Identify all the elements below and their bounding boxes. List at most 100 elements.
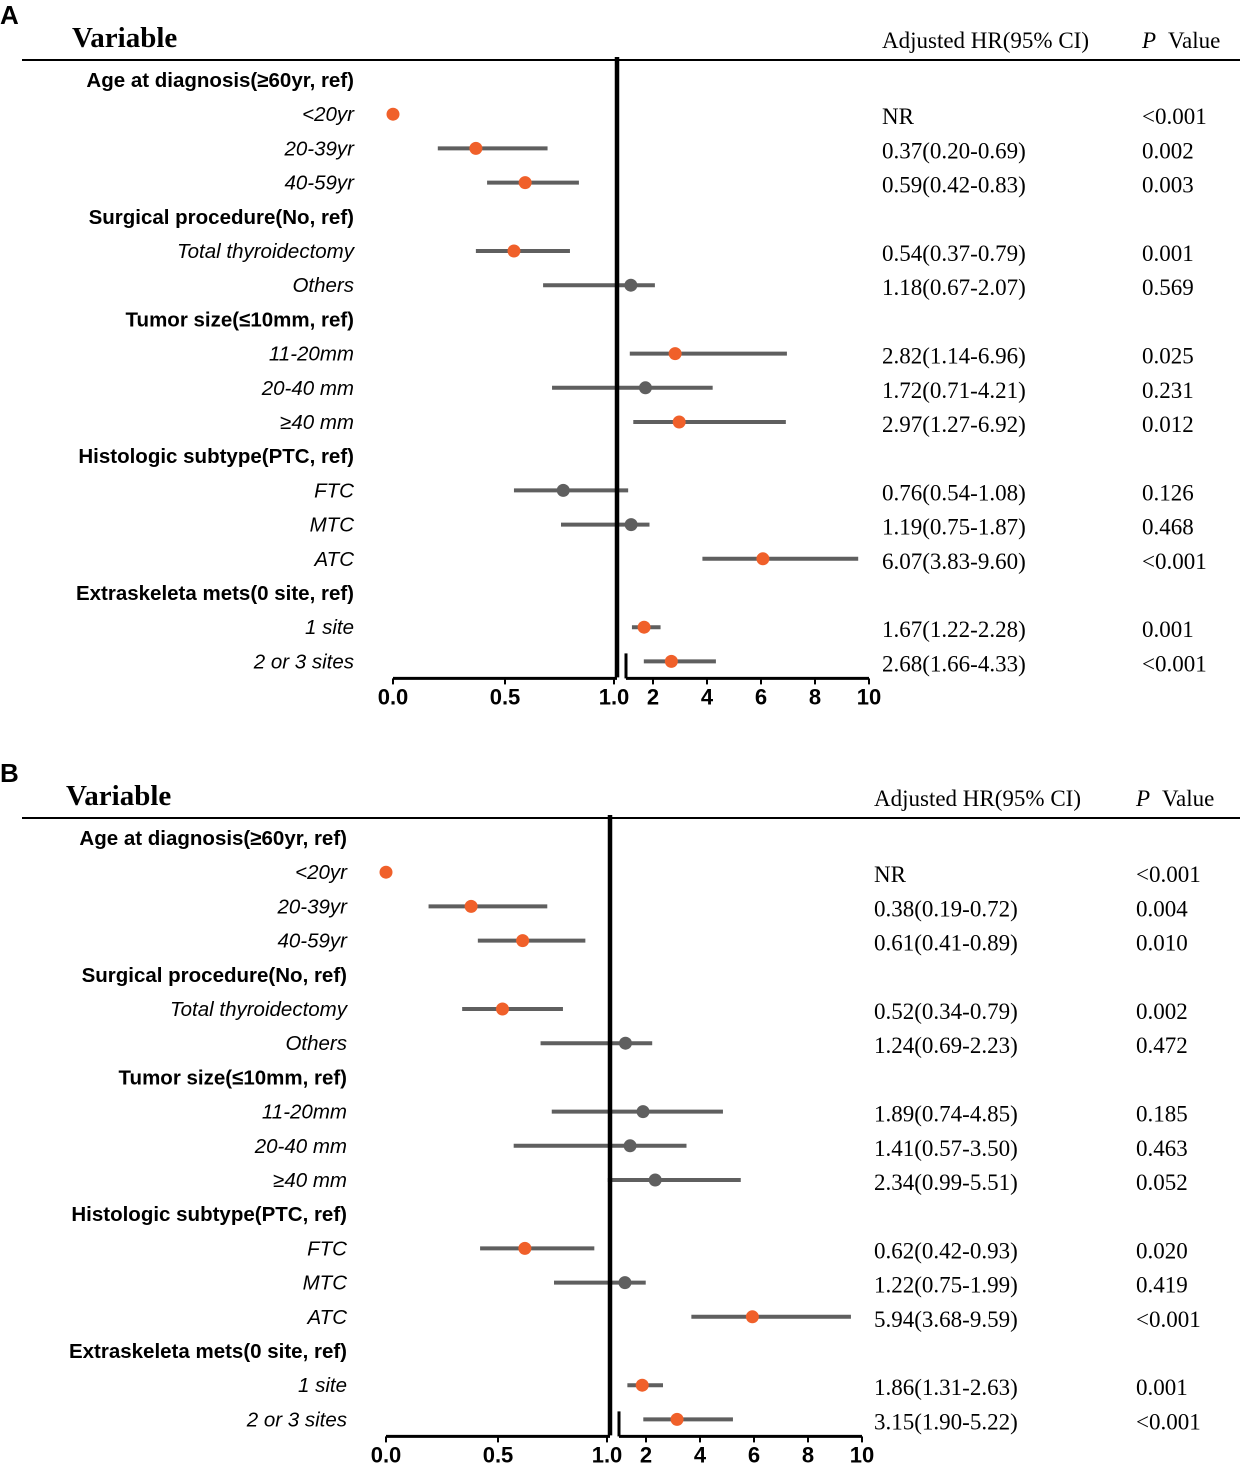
x-tick-label: 2 — [647, 684, 659, 709]
row-label: <20yr — [302, 103, 355, 126]
hr-point — [469, 141, 483, 155]
hr-point — [623, 1139, 637, 1153]
p-value: 0.052 — [1136, 1170, 1188, 1195]
hr-value: 1.18(0.67-2.07) — [882, 275, 1026, 300]
x-tick-label: 1.0 — [599, 684, 630, 709]
row-label: 40-59yr — [277, 930, 348, 953]
panel-letter: A — [0, 0, 19, 30]
hr-value: 6.07(3.83-9.60) — [882, 549, 1026, 574]
p-value: <0.001 — [1142, 549, 1207, 574]
p-value: 0.012 — [1142, 412, 1194, 437]
hr-value: 2.34(0.99-5.51) — [874, 1170, 1018, 1195]
hr-value: 1.24(0.69-2.23) — [874, 1033, 1018, 1058]
p-value: 0.003 — [1142, 173, 1194, 198]
panel-b: B Variable Adjusted HR(95% CI) P Value Age at… — [0, 758, 1240, 1467]
p-value: 0.004 — [1136, 896, 1188, 921]
hr-point — [379, 865, 393, 879]
row-label: MTC — [310, 514, 355, 537]
hr-value: 2.68(1.66-4.33) — [882, 651, 1026, 676]
row-label: Others — [285, 1032, 347, 1055]
hr-value: 1.67(1.22-2.28) — [882, 617, 1026, 642]
group-label: Histologic subtype(PTC, ref) — [71, 1203, 347, 1226]
row-label: 20-40 mm — [254, 1135, 347, 1158]
hr-column-header: Adjusted HR(95% CI) — [874, 786, 1081, 811]
hr-point — [638, 381, 652, 395]
row-label: FTC — [314, 479, 354, 502]
p-value: 0.569 — [1142, 275, 1194, 300]
hr-point — [745, 1310, 759, 1324]
p-value: 0.472 — [1136, 1033, 1188, 1058]
hr-point — [518, 176, 532, 190]
hr-value: 2.97(1.27-6.92) — [882, 412, 1026, 437]
row-label: <20yr — [295, 861, 348, 884]
p-value: 0.002 — [1142, 138, 1194, 163]
row-label: ATC — [306, 1306, 348, 1329]
hr-point — [672, 415, 686, 429]
hr-point — [464, 899, 478, 913]
row-label: ATC — [313, 548, 355, 571]
p-value: <0.001 — [1136, 862, 1201, 887]
row-label: 20-39yr — [283, 137, 355, 160]
x-tick-label: 8 — [809, 684, 821, 709]
row-label: 11-20mm — [269, 343, 354, 366]
x-tick-label: 6 — [755, 684, 767, 709]
p-value: 0.231 — [1142, 378, 1194, 403]
group-label: Age at diagnosis(≥60yr, ref) — [86, 69, 354, 92]
hr-value: 2.82(1.14-6.96) — [882, 344, 1026, 369]
hr-column-header: Adjusted HR(95% CI) — [882, 28, 1089, 53]
hr-value: NR — [874, 862, 907, 887]
hr-point — [618, 1276, 632, 1290]
hr-value: 0.62(0.42-0.93) — [874, 1238, 1018, 1263]
p-value: 0.126 — [1142, 480, 1194, 505]
hr-point — [624, 518, 638, 532]
panel-a: A Variable Adjusted HR(95% CI) P Value Age at… — [0, 0, 1240, 709]
p-value: 0.020 — [1136, 1238, 1188, 1263]
hr-point — [516, 934, 530, 948]
p-column-header-value: Value — [1162, 786, 1214, 811]
variable-header: Variable — [66, 780, 171, 812]
x-tick-label: 2 — [640, 1442, 652, 1467]
row-label: ≥40 mm — [280, 411, 354, 434]
group-label: Extraskeleta mets(0 site, ref) — [69, 1340, 347, 1363]
p-value: 0.001 — [1142, 617, 1194, 642]
p-value: 0.001 — [1142, 241, 1194, 266]
hr-point — [386, 107, 400, 121]
hr-value: 1.72(0.71-4.21) — [882, 378, 1026, 403]
hr-point — [648, 1173, 662, 1187]
hr-point — [756, 552, 770, 566]
hr-value: 1.41(0.57-3.50) — [874, 1136, 1018, 1161]
hr-value: 0.76(0.54-1.08) — [882, 480, 1026, 505]
hr-value: 5.94(3.68-9.59) — [874, 1307, 1018, 1332]
hr-point — [556, 483, 570, 497]
row-label: Total thyroidectomy — [177, 240, 356, 263]
hr-value: 0.54(0.37-0.79) — [882, 241, 1026, 266]
row-label: 1 site — [305, 616, 354, 639]
hr-point — [637, 620, 651, 634]
p-value: <0.001 — [1136, 1409, 1201, 1434]
p-column-header-letter: P — [1141, 28, 1156, 53]
hr-point — [624, 278, 638, 292]
group-label: Extraskeleta mets(0 site, ref) — [76, 582, 354, 605]
row-label: 20-40 mm — [261, 377, 354, 400]
x-tick-label: 0.0 — [371, 1442, 402, 1467]
row-label: MTC — [303, 1272, 348, 1295]
x-tick-label: 0.5 — [483, 1442, 514, 1467]
hr-point — [518, 1241, 532, 1255]
hr-value: 1.89(0.74-4.85) — [874, 1102, 1018, 1127]
hr-value: 0.59(0.42-0.83) — [882, 173, 1026, 198]
x-tick-label: 10 — [850, 1442, 874, 1467]
hr-value: NR — [882, 104, 915, 129]
group-label: Tumor size(≤10mm, ref) — [126, 308, 354, 331]
hr-value: 1.22(0.75-1.99) — [874, 1273, 1018, 1298]
hr-point — [495, 1002, 509, 1016]
row-label: 2 or 3 sites — [253, 650, 354, 673]
x-tick-label: 4 — [694, 1442, 707, 1467]
hr-value: 0.38(0.19-0.72) — [874, 896, 1018, 921]
p-value: <0.001 — [1142, 104, 1207, 129]
row-label: 2 or 3 sites — [246, 1408, 347, 1431]
hr-value: 0.61(0.41-0.89) — [874, 931, 1018, 956]
p-value: 0.468 — [1142, 515, 1194, 540]
hr-point — [670, 1412, 684, 1426]
variable-header: Variable — [72, 22, 177, 54]
